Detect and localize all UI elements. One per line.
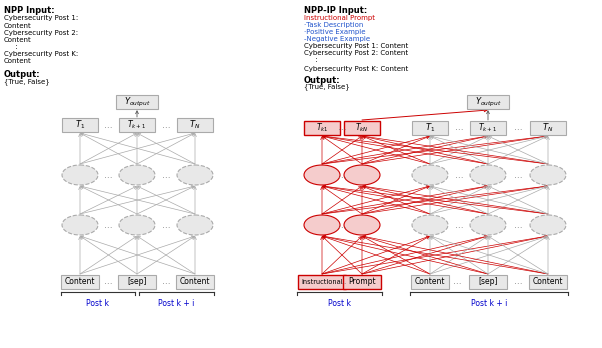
Text: Content: Content <box>4 23 32 29</box>
FancyBboxPatch shape <box>343 275 381 289</box>
Ellipse shape <box>119 165 155 185</box>
Text: -Negative Example: -Negative Example <box>304 36 370 42</box>
Text: Instructional: Instructional <box>301 279 343 285</box>
Text: :: : <box>4 44 17 50</box>
Text: ...: ... <box>453 277 461 286</box>
Ellipse shape <box>62 165 98 185</box>
FancyBboxPatch shape <box>530 121 566 135</box>
Text: ...: ... <box>162 221 170 229</box>
Text: $T_{k+1}$: $T_{k+1}$ <box>128 119 147 131</box>
Text: Content: Content <box>533 277 563 286</box>
Text: Content: Content <box>65 277 95 286</box>
Text: Content: Content <box>4 58 32 64</box>
FancyBboxPatch shape <box>118 275 156 289</box>
FancyBboxPatch shape <box>177 118 213 132</box>
FancyBboxPatch shape <box>62 118 98 132</box>
Text: Post k + i: Post k + i <box>471 299 507 308</box>
Text: Content: Content <box>180 277 210 286</box>
Text: Cybersecurity Post 1:: Cybersecurity Post 1: <box>4 15 78 21</box>
Ellipse shape <box>530 215 566 235</box>
Text: [sep]: [sep] <box>478 277 498 286</box>
Ellipse shape <box>470 165 506 185</box>
Ellipse shape <box>304 165 340 185</box>
Text: NPP-IP Input:: NPP-IP Input: <box>304 6 367 15</box>
FancyBboxPatch shape <box>61 275 99 289</box>
FancyBboxPatch shape <box>344 121 380 135</box>
Text: Post k: Post k <box>87 299 110 308</box>
FancyBboxPatch shape <box>412 121 448 135</box>
Text: Cybersecurity Post 1: Content: Cybersecurity Post 1: Content <box>304 43 408 49</box>
Text: $T_{k1}$: $T_{k1}$ <box>315 122 328 134</box>
Text: ...: ... <box>104 120 113 129</box>
Text: Content: Content <box>415 277 445 286</box>
Text: $Y_{output}$: $Y_{output}$ <box>475 95 501 109</box>
Text: ...: ... <box>162 120 170 129</box>
Text: Cybersecurity Post 2:: Cybersecurity Post 2: <box>4 30 78 36</box>
Text: ...: ... <box>455 221 464 229</box>
Text: $T_{kN}$: $T_{kN}$ <box>355 122 369 134</box>
Ellipse shape <box>119 215 155 235</box>
Text: $T_{k+1}$: $T_{k+1}$ <box>479 122 498 134</box>
Text: ...: ... <box>514 277 523 286</box>
Text: $Y_{output}$: $Y_{output}$ <box>123 95 150 109</box>
FancyBboxPatch shape <box>469 275 507 289</box>
Ellipse shape <box>530 165 566 185</box>
Text: ...: ... <box>514 124 523 133</box>
Text: ...: ... <box>104 277 113 286</box>
Text: ...: ... <box>455 124 464 133</box>
Text: Post k + i: Post k + i <box>158 299 194 308</box>
Text: :: : <box>304 57 318 63</box>
Text: Instructional Prompt: Instructional Prompt <box>304 15 375 21</box>
Ellipse shape <box>177 215 213 235</box>
Ellipse shape <box>344 215 380 235</box>
FancyBboxPatch shape <box>116 95 158 109</box>
Text: $T_1$: $T_1$ <box>75 119 85 131</box>
Text: [sep]: [sep] <box>127 277 147 286</box>
Text: {True, False}: {True, False} <box>4 78 50 85</box>
Text: Cybersecurity Post 2: Content: Cybersecurity Post 2: Content <box>304 50 408 56</box>
FancyBboxPatch shape <box>467 95 509 109</box>
Text: ...: ... <box>338 221 346 229</box>
Text: Output:: Output: <box>304 76 341 85</box>
FancyBboxPatch shape <box>119 118 155 132</box>
Ellipse shape <box>177 165 213 185</box>
Text: Post k: Post k <box>328 299 351 308</box>
Text: ...: ... <box>104 221 113 229</box>
Text: Prompt: Prompt <box>348 277 376 286</box>
Text: ·Task Description: ·Task Description <box>304 22 364 28</box>
Text: ·Positive Example: ·Positive Example <box>304 29 365 35</box>
FancyBboxPatch shape <box>298 275 346 289</box>
Text: ...: ... <box>338 277 346 286</box>
Text: Content: Content <box>4 37 32 43</box>
Ellipse shape <box>304 215 340 235</box>
Text: {True, False}: {True, False} <box>304 83 350 90</box>
Ellipse shape <box>470 215 506 235</box>
Text: ...: ... <box>455 171 464 180</box>
Text: ...: ... <box>338 124 346 133</box>
Text: Output:: Output: <box>4 70 40 79</box>
Text: $T_1$: $T_1$ <box>425 122 435 134</box>
Text: ...: ... <box>104 171 113 180</box>
Text: ...: ... <box>162 171 170 180</box>
Text: Cybersecurity Post K: Content: Cybersecurity Post K: Content <box>304 66 408 72</box>
Text: ...: ... <box>162 277 170 286</box>
Text: ...: ... <box>514 221 523 229</box>
Text: $T_N$: $T_N$ <box>542 122 554 134</box>
Ellipse shape <box>344 165 380 185</box>
Text: Cybersecurity Post K:: Cybersecurity Post K: <box>4 51 78 57</box>
Ellipse shape <box>62 215 98 235</box>
FancyBboxPatch shape <box>411 275 449 289</box>
FancyBboxPatch shape <box>529 275 567 289</box>
FancyBboxPatch shape <box>176 275 214 289</box>
Ellipse shape <box>412 165 448 185</box>
Text: ...: ... <box>514 171 523 180</box>
FancyBboxPatch shape <box>470 121 506 135</box>
Text: ...: ... <box>338 171 346 180</box>
Text: NPP Input:: NPP Input: <box>4 6 55 15</box>
Ellipse shape <box>412 215 448 235</box>
Text: $T_N$: $T_N$ <box>189 119 200 131</box>
FancyBboxPatch shape <box>304 121 340 135</box>
